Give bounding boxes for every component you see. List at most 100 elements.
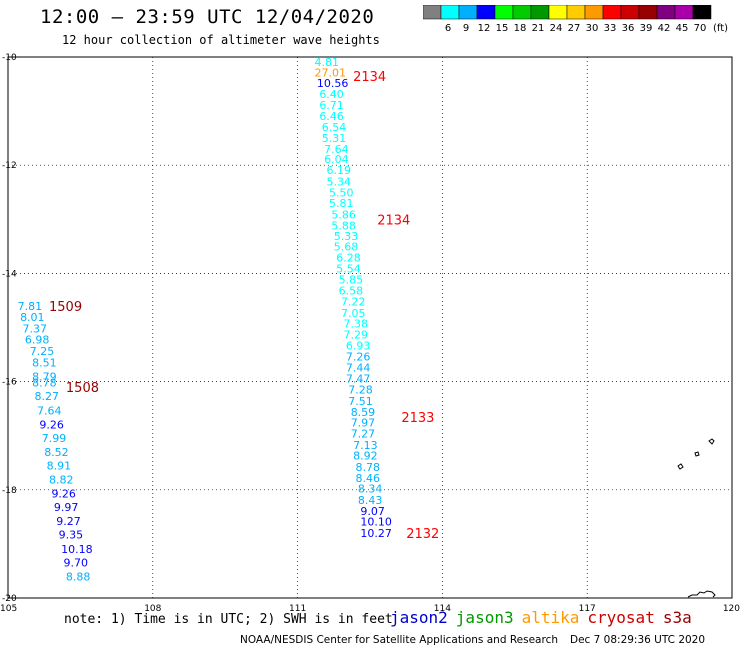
- lon-tick-label: 108: [144, 604, 161, 612]
- credit-text: NOAA/NESDIS Center for Satellite Applica…: [240, 634, 558, 646]
- swh-value: 8.01: [20, 311, 45, 324]
- track-1509: 7.818.017.376.987.258.518.79 1509: [18, 300, 82, 384]
- track-1508: 8.788.277.649.267.998.528.918.829.269.97…: [32, 377, 99, 584]
- legend-label: 45: [676, 23, 689, 34]
- legend-label: 27: [568, 23, 581, 34]
- swh-value: 8.78: [356, 461, 381, 474]
- lon-tick-label: 111: [289, 604, 306, 612]
- legend-label: 70: [694, 23, 707, 34]
- swh-value: 6.40: [319, 88, 344, 101]
- legend-label: 21: [532, 23, 545, 34]
- swh-value: 6.19: [327, 164, 352, 177]
- swh-value: 7.22: [341, 296, 366, 309]
- coast-segment: [687, 590, 716, 598]
- swh-value: 6.04: [324, 153, 349, 166]
- legend-label: 39: [640, 23, 653, 34]
- legend-swatch: [692, 5, 712, 20]
- swh-value: 9.07: [360, 505, 385, 518]
- legend-label: 30: [586, 23, 599, 34]
- satellite-cryosat: cryosat: [587, 608, 655, 627]
- lon-tick-label: 114: [434, 604, 451, 612]
- swh-value: 27.01: [314, 67, 346, 80]
- swh-value: 7.05: [341, 307, 366, 320]
- lat-tick-label: -12: [2, 161, 17, 171]
- coastline: [677, 438, 716, 598]
- legend-unit: (ft): [713, 23, 728, 34]
- swh-value: 8.51: [32, 357, 57, 370]
- swh-value: 5.50: [329, 186, 354, 199]
- swh-value: 5.34: [327, 175, 352, 188]
- lon-tick-label: 105: [0, 604, 17, 612]
- legend-label: 24: [550, 23, 563, 34]
- pass-number-label: 2134: [377, 213, 410, 228]
- legend-label: 42: [658, 23, 671, 34]
- satellite-jason3: jason3: [455, 608, 514, 627]
- lat-tick-label: -10: [2, 53, 17, 63]
- swh-value: 7.25: [30, 345, 55, 358]
- legend-label: 6: [445, 23, 451, 34]
- island-1: [708, 438, 715, 445]
- legend-label: 12: [478, 23, 491, 34]
- pass-number-label: 2133: [401, 411, 434, 426]
- swh-value: 5.68: [334, 240, 359, 253]
- swh-value: 5.81: [329, 197, 354, 210]
- swh-value: 6.71: [319, 99, 344, 112]
- color-legend: 6 9 12 15 18 21 24 27 30 33 36 39 42 45 70 (ft): [423, 5, 728, 34]
- legend-label: 9: [463, 23, 469, 34]
- swh-value: 7.47: [346, 372, 371, 385]
- lat-tick-label: -18: [2, 486, 17, 496]
- pass-number-label: 2134: [353, 70, 386, 85]
- swh-value: 5.33: [334, 230, 359, 243]
- swh-value: 8.27: [35, 390, 60, 403]
- swh-value: 9.26: [51, 488, 76, 501]
- lon-tick-label: 117: [579, 604, 596, 612]
- legend-label: 33: [604, 23, 617, 34]
- map-frame: [7, 56, 733, 599]
- island-3: [677, 463, 684, 470]
- note-text: note: 1) Time is in UTC; 2) SWH is in fe…: [64, 612, 393, 627]
- swh-value: 8.52: [44, 446, 68, 459]
- track-2134: 4.8127.0110.566.406.716.466.545.317.646.…: [314, 56, 410, 253]
- lat-tick-label: -16: [2, 378, 17, 388]
- swh-value: 8.79: [32, 371, 57, 384]
- swh-value: 6.93: [346, 339, 371, 352]
- legend-label: 36: [622, 23, 635, 34]
- graticule: [7, 56, 733, 599]
- page-title: 12:00 — 23:59 UTC 12/04/2020: [40, 6, 375, 28]
- satellite-jason2: jason2: [390, 608, 448, 627]
- lat-tick-label: -20: [2, 594, 17, 604]
- page-subtitle: 12 hour collection of altimeter wave hei…: [62, 33, 380, 47]
- swh-value: 8.43: [358, 494, 383, 507]
- swh-value: 6.54: [322, 121, 347, 134]
- swh-value: 6.46: [319, 110, 344, 123]
- swh-value: 10.27: [360, 527, 392, 540]
- satellite-altika: altika: [521, 608, 580, 627]
- swh-value: 5.54: [336, 263, 361, 276]
- legend-label: 18: [514, 23, 527, 34]
- swh-value: 5.85: [339, 273, 364, 286]
- swh-value: 10.18: [61, 543, 93, 556]
- swh-value: 8.34: [358, 483, 383, 496]
- legend-label: 15: [496, 23, 509, 34]
- altimeter-tracks: 4.8127.0110.566.406.716.466.545.317.646.…: [18, 56, 440, 583]
- swh-value: 5.86: [331, 208, 356, 221]
- swh-value: 7.99: [42, 432, 67, 445]
- swh-value: 9.26: [39, 418, 64, 431]
- pass-number-label: 2132: [406, 527, 439, 542]
- swh-value: 7.81: [18, 300, 43, 313]
- swh-value: 7.13: [353, 439, 378, 452]
- swh-value: 8.59: [351, 406, 376, 419]
- swh-value: 6.58: [339, 285, 364, 298]
- pass-number-label: 1508: [66, 381, 99, 396]
- swh-value: 6.98: [25, 333, 50, 346]
- swh-value: 7.29: [343, 329, 368, 342]
- swh-value: 7.44: [346, 362, 371, 375]
- swh-value: 9.97: [54, 501, 79, 514]
- swh-value: 5.88: [331, 219, 356, 232]
- lon-tick-label: 120: [723, 604, 740, 612]
- swh-value: 7.28: [348, 384, 373, 397]
- swh-value: 7.64: [37, 404, 62, 417]
- altimeter-map[interactable]: 105 108 111 114 117 120 -10 -12 -14 -16 -18 -20 4.8…: [0, 0, 740, 612]
- track-2132: 2132: [406, 527, 439, 542]
- swh-value: 8.46: [356, 472, 381, 485]
